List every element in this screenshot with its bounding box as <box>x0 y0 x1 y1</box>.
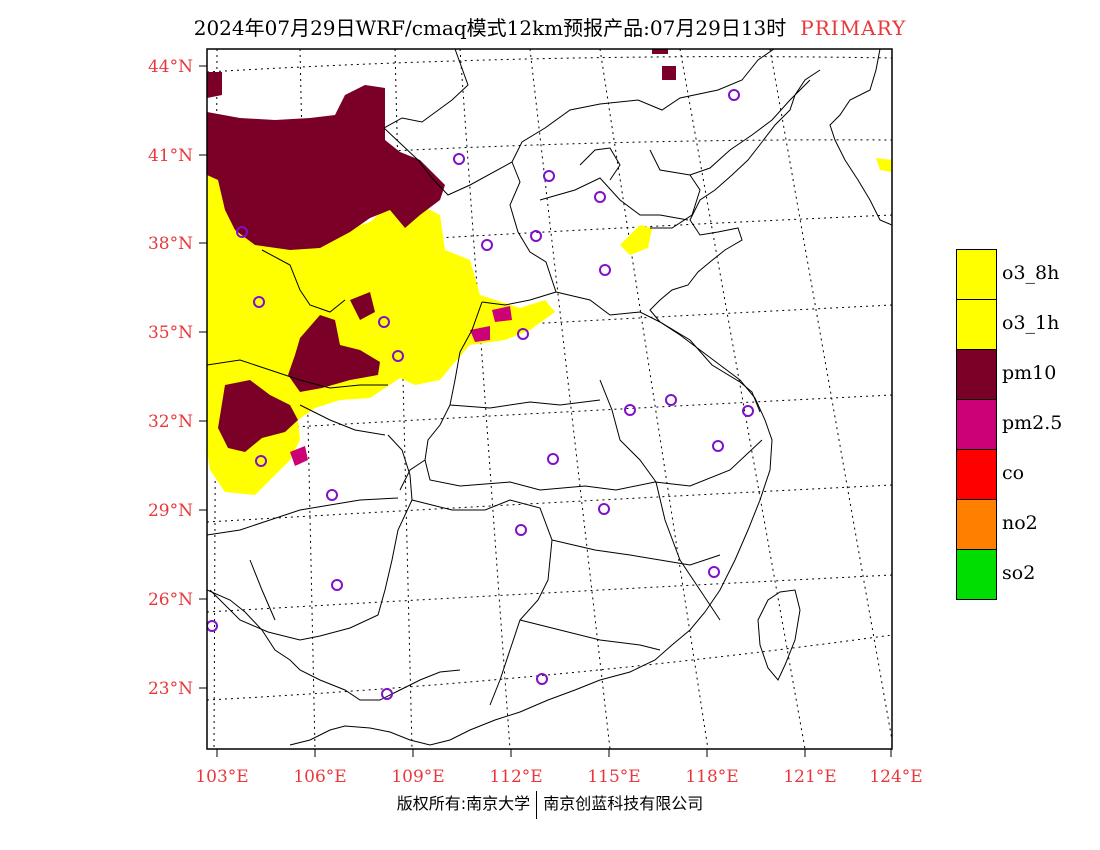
legend-swatch <box>956 549 997 600</box>
legend-label: co <box>1002 462 1025 484</box>
lat-ticks <box>199 65 207 689</box>
o3-area-east <box>620 225 652 255</box>
pollution-overlay <box>207 49 892 495</box>
legend-swatch <box>956 449 997 500</box>
pm10-area-north <box>207 85 445 250</box>
legend-label: no2 <box>1002 512 1038 534</box>
lon-labels: 103°E 106°E 109°E 112°E 115°E 118°E 121°… <box>195 767 922 787</box>
lat-label-41: 41°N <box>148 146 193 166</box>
legend-swatch <box>956 299 997 350</box>
lat-label-32: 32°N <box>148 412 193 432</box>
station-markers <box>207 89 754 700</box>
o3-area-east-2 <box>876 158 892 172</box>
pm10-area-sichuan <box>218 380 298 452</box>
coastline <box>207 49 892 746</box>
pm10-area-central <box>288 315 380 392</box>
lon-label-109: 109°E <box>391 767 444 787</box>
lat-label-35: 35°N <box>148 323 193 343</box>
pm10-area-top <box>652 49 676 80</box>
pm10-area-northwest <box>207 72 222 98</box>
primary-tag: PRIMARY <box>800 16 907 40</box>
legend-swatch <box>956 499 997 550</box>
legend-label: pm10 <box>1002 362 1057 384</box>
graticule <box>207 49 892 749</box>
legend-label: o3_1h <box>1002 312 1060 334</box>
lon-label-103: 103°E <box>195 767 248 787</box>
lat-label-44: 44°N <box>148 57 193 77</box>
pm25-area-south <box>290 446 308 466</box>
lat-labels: 44°N 41°N 38°N 35°N 32°N 29°N 26°N 23°N <box>148 57 193 699</box>
lon-label-121: 121°E <box>783 767 836 787</box>
lat-label-26: 26°N <box>148 590 193 610</box>
lon-label-112: 112°E <box>489 767 542 787</box>
legend-label: o3_8h <box>1002 262 1060 284</box>
lon-label-118: 118°E <box>685 767 738 787</box>
pm10-area-hill <box>350 292 375 320</box>
map-content <box>207 49 892 749</box>
legend-swatch <box>956 399 997 450</box>
pm25-area-central <box>470 306 512 342</box>
legend-swatch <box>956 349 997 400</box>
lon-label-124: 124°E <box>869 767 922 787</box>
legend-label: pm2.5 <box>1002 412 1063 434</box>
lat-label-29: 29°N <box>148 501 193 521</box>
title-text: 2024年07月29日WRF/cmaq模式12km预报产品:07月29日13时 <box>193 16 787 40</box>
legend-label: so2 <box>1002 562 1036 584</box>
legend-swatch <box>956 249 997 300</box>
lon-label-115: 115°E <box>587 767 640 787</box>
copyright-owner: 版权所有:南京大学 <box>396 794 531 813</box>
map-title: 2024年07月29日WRF/cmaq模式12km预报产品:07月29日13时 P… <box>0 12 1100 41</box>
lon-label-106: 106°E <box>293 767 346 787</box>
lat-label-38: 38°N <box>148 234 193 254</box>
province-boundaries <box>207 49 811 706</box>
map-frame <box>206 48 893 750</box>
lon-ticks <box>216 749 892 757</box>
footer-divider <box>536 790 538 819</box>
lat-label-23: 23°N <box>148 679 193 699</box>
copyright-company: 南京创蓝科技有限公司 <box>543 794 704 813</box>
copyright-footer: 版权所有:南京大学 南京创蓝科技有限公司 <box>0 790 1100 819</box>
